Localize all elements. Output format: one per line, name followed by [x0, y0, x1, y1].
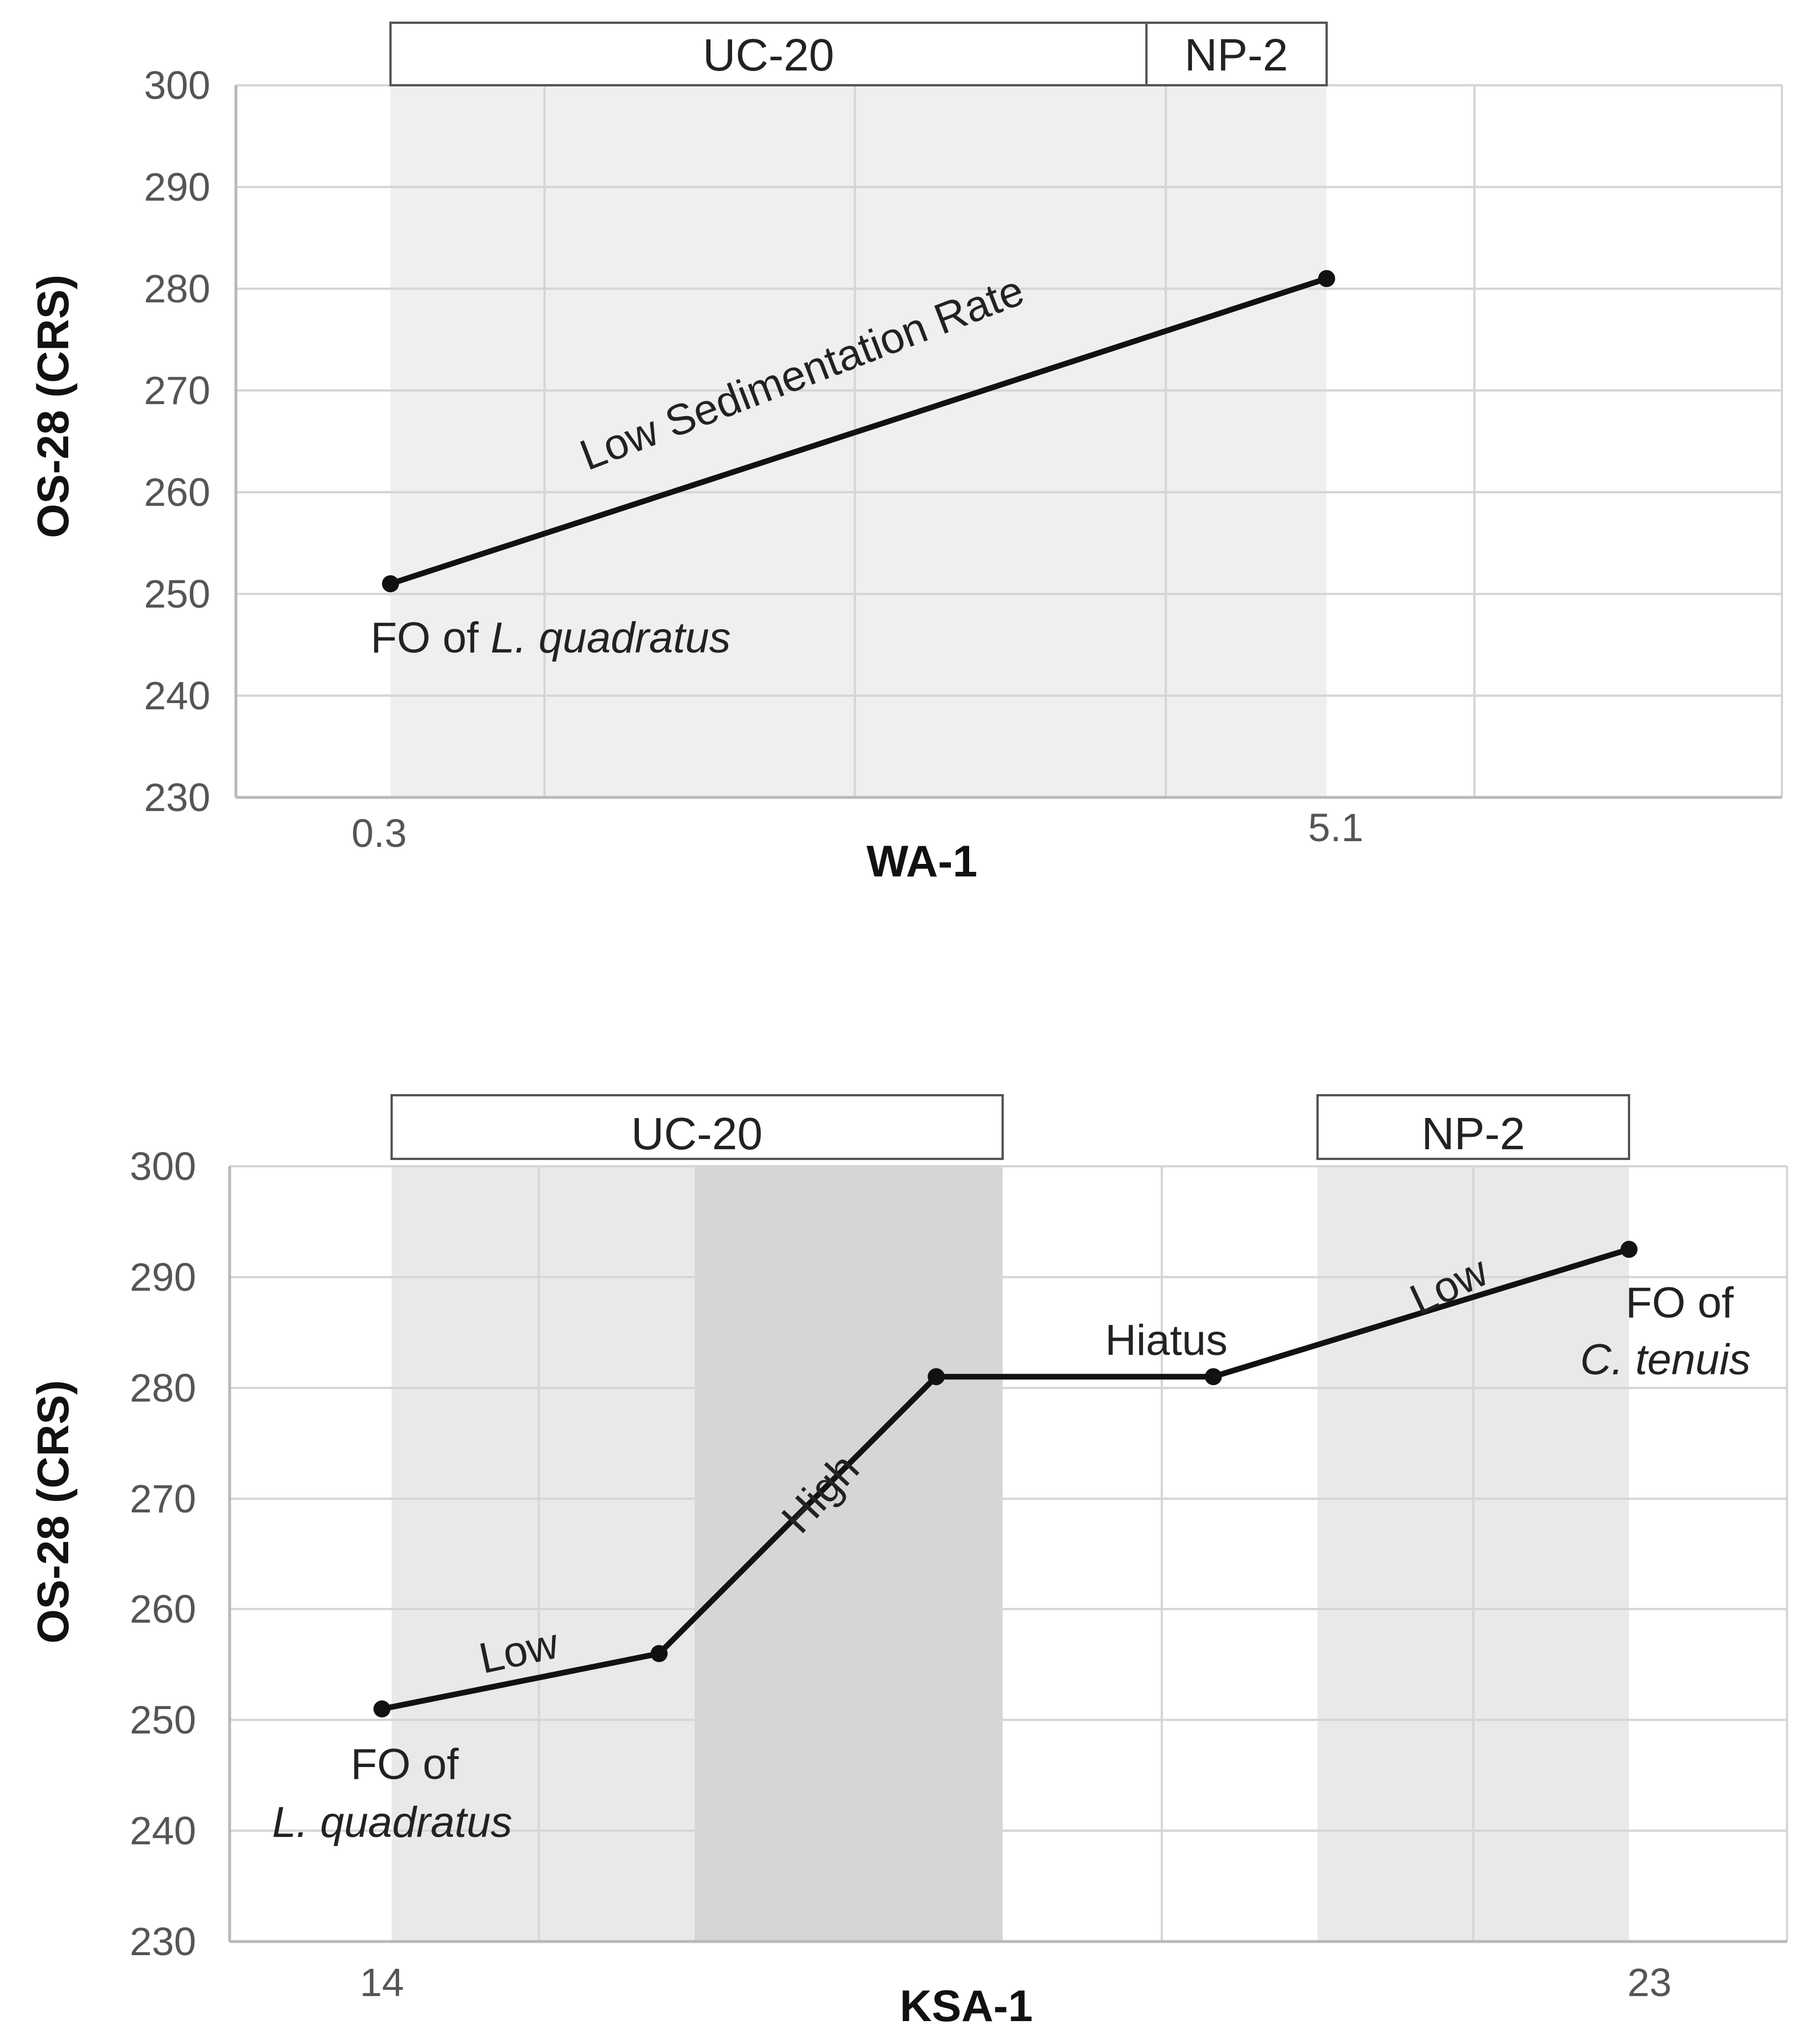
y-tick-label: 280 [130, 1366, 196, 1410]
y-tick-label: 300 [144, 63, 210, 107]
y-tick-label: 300 [130, 1144, 196, 1188]
y-tick-label: 250 [144, 572, 210, 616]
series-line-wa1 [389, 276, 1328, 587]
chart-ksa1: UC-20 NP-2 300 290 280 270 260 250 240 2… [28, 1094, 1788, 2031]
x-axis-title-ksa1: KSA-1 [900, 1981, 1033, 2031]
data-point [928, 1368, 945, 1386]
y-tick-label: 240 [130, 1809, 196, 1853]
zone-box-np2-ksa1 [1316, 1094, 1630, 1160]
y-axis-title-ksa1: OS-28 (CRS) [28, 1380, 78, 1644]
data-point [373, 1700, 390, 1718]
x-tick-label: 23 [1627, 1960, 1672, 2005]
annotation-fo-prefix: FO of [371, 614, 491, 662]
zone-label-np2-ksa1: NP-2 [1422, 1108, 1525, 1159]
y-ticks-ksa1: 300 290 280 270 260 250 240 230 [130, 1144, 196, 1964]
y-ticks-wa1: 300 290 280 270 260 250 240 230 [144, 63, 210, 820]
zone-shade-uc20-high [695, 1166, 1003, 1942]
annotation-hiatus: Hiatus [1105, 1316, 1227, 1365]
x-tick-label: 14 [360, 1960, 404, 2005]
zone-box-uc20-wa1 [389, 22, 1148, 86]
zone-label-uc20-ksa1: UC-20 [631, 1108, 762, 1159]
series-points-ksa1 [373, 1241, 1638, 1718]
y-tick-label: 290 [130, 1255, 196, 1299]
data-point [382, 575, 399, 593]
y-tick-label: 250 [130, 1698, 196, 1742]
y-axis-title-wa1: OS-28 (CRS) [28, 275, 78, 538]
y-tick-label: 230 [130, 1919, 196, 1964]
annotation-fo-end-prefix: FO of [1626, 1279, 1734, 1327]
y-tick-label: 240 [144, 674, 210, 718]
series-points-wa1 [382, 270, 1335, 593]
y-tick-label: 270 [144, 368, 210, 413]
zone-box-uc20-ksa1 [390, 1094, 1004, 1160]
data-point [1204, 1368, 1222, 1386]
annotation-fo-start-species: L. quadratus [272, 1798, 513, 1847]
y-tick-label: 260 [130, 1587, 196, 1631]
data-point [1318, 270, 1335, 288]
data-point [650, 1645, 668, 1662]
zone-label-np2-wa1: NP-2 [1185, 30, 1288, 80]
grid-ksa1 [230, 1165, 1788, 1942]
x-axis-title-wa1: WA-1 [867, 836, 978, 886]
y-tick-label: 260 [144, 470, 210, 514]
x-tick-label: 5.1 [1308, 805, 1363, 850]
zone-shade-wa1 [390, 85, 1327, 797]
y-tick-label: 270 [130, 1477, 196, 1521]
zone-shade-uc20-low [392, 1166, 695, 1942]
x-tick-label: 0.3 [351, 811, 406, 855]
data-point [1620, 1241, 1638, 1258]
y-tick-label: 280 [144, 267, 210, 311]
annotation-fo-end-species: C. tenuis [1580, 1336, 1751, 1384]
y-tick-label: 230 [144, 775, 210, 820]
chart-wa1: UC-20 NP-2 300 290 280 270 260 250 240 2… [28, 22, 1783, 886]
annotation-fo-start-prefix: FO of [351, 1740, 459, 1789]
zone-label-uc20-wa1: UC-20 [703, 30, 834, 80]
zone-box-np2-wa1 [1145, 22, 1328, 86]
grid-wa1 [236, 84, 1783, 797]
annotation-fo-lquadratus-wa1: FO of L. quadratus [371, 614, 731, 662]
annotation-fo-species: L. quadratus [491, 614, 731, 662]
y-tick-label: 290 [144, 165, 210, 209]
